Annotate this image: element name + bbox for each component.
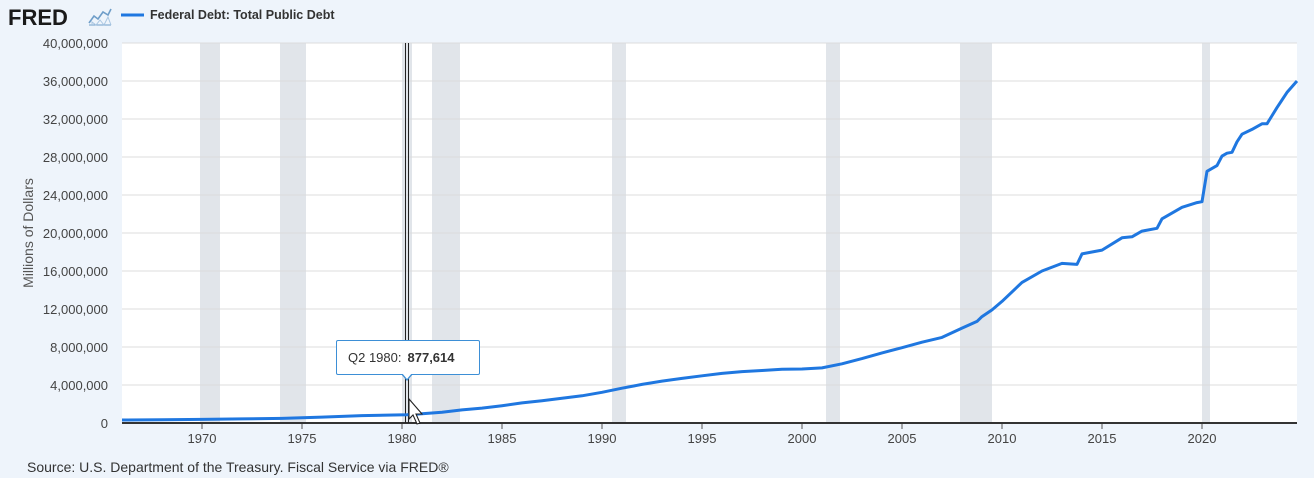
x-tick-label: 1975 xyxy=(288,431,317,446)
tooltip: Q2 1980: 877,614 xyxy=(336,340,480,375)
trend-line-icon xyxy=(88,8,112,26)
y-tick-label: 24,000,000 xyxy=(43,188,108,203)
y-tick-label: 36,000,000 xyxy=(43,74,108,89)
y-axis-label: Millions of Dollars xyxy=(20,178,36,288)
tooltip-value: 877,614 xyxy=(407,350,455,365)
y-tick-label: 32,000,000 xyxy=(43,112,108,127)
x-tick-label: 1985 xyxy=(488,431,517,446)
x-tick-label: 1970 xyxy=(188,431,217,446)
x-tick-label: 2015 xyxy=(1088,431,1117,446)
y-tick-label: 8,000,000 xyxy=(50,340,108,355)
fred-logo[interactable]: FRED xyxy=(8,5,68,30)
y-tick-label: 0 xyxy=(101,416,108,431)
y-tick-label: 12,000,000 xyxy=(43,302,108,317)
y-tick-label: 20,000,000 xyxy=(43,226,108,241)
tooltip-label: Q2 1980: xyxy=(348,350,402,365)
x-tick-label: 2010 xyxy=(988,431,1017,446)
y-tick-label: 28,000,000 xyxy=(43,150,108,165)
x-tick-label: 2005 xyxy=(888,431,917,446)
x-tick-label: 2000 xyxy=(788,431,817,446)
tooltip-pointer-inner xyxy=(402,373,412,379)
grid-lines xyxy=(122,42,1297,386)
y-tick-label: 40,000,000 xyxy=(43,36,108,51)
y-tick-label: 4,000,000 xyxy=(50,378,108,393)
series-line-federal-debt[interactable] xyxy=(121,80,1299,422)
x-tick-label: 1995 xyxy=(688,431,717,446)
x-tick-label: 1990 xyxy=(588,431,617,446)
mouse-cursor-icon xyxy=(408,397,424,425)
y-axis-ticks: 0 4,000,000 8,000,000 12,000,000 16,000,000 2… xyxy=(43,36,108,431)
legend-label[interactable]: Federal Debt: Total Public Debt xyxy=(150,8,335,22)
y-tick-label: 16,000,000 xyxy=(43,264,108,279)
source-note: Source: U.S. Department of the Treasury.… xyxy=(27,459,449,475)
x-axis-ticks: 1970 1975 1980 1985 1990 1995 2000 2005 2010 2015… xyxy=(188,423,1217,446)
x-tick-label: 2020 xyxy=(1188,431,1217,446)
x-tick-label: 1980 xyxy=(388,431,417,446)
